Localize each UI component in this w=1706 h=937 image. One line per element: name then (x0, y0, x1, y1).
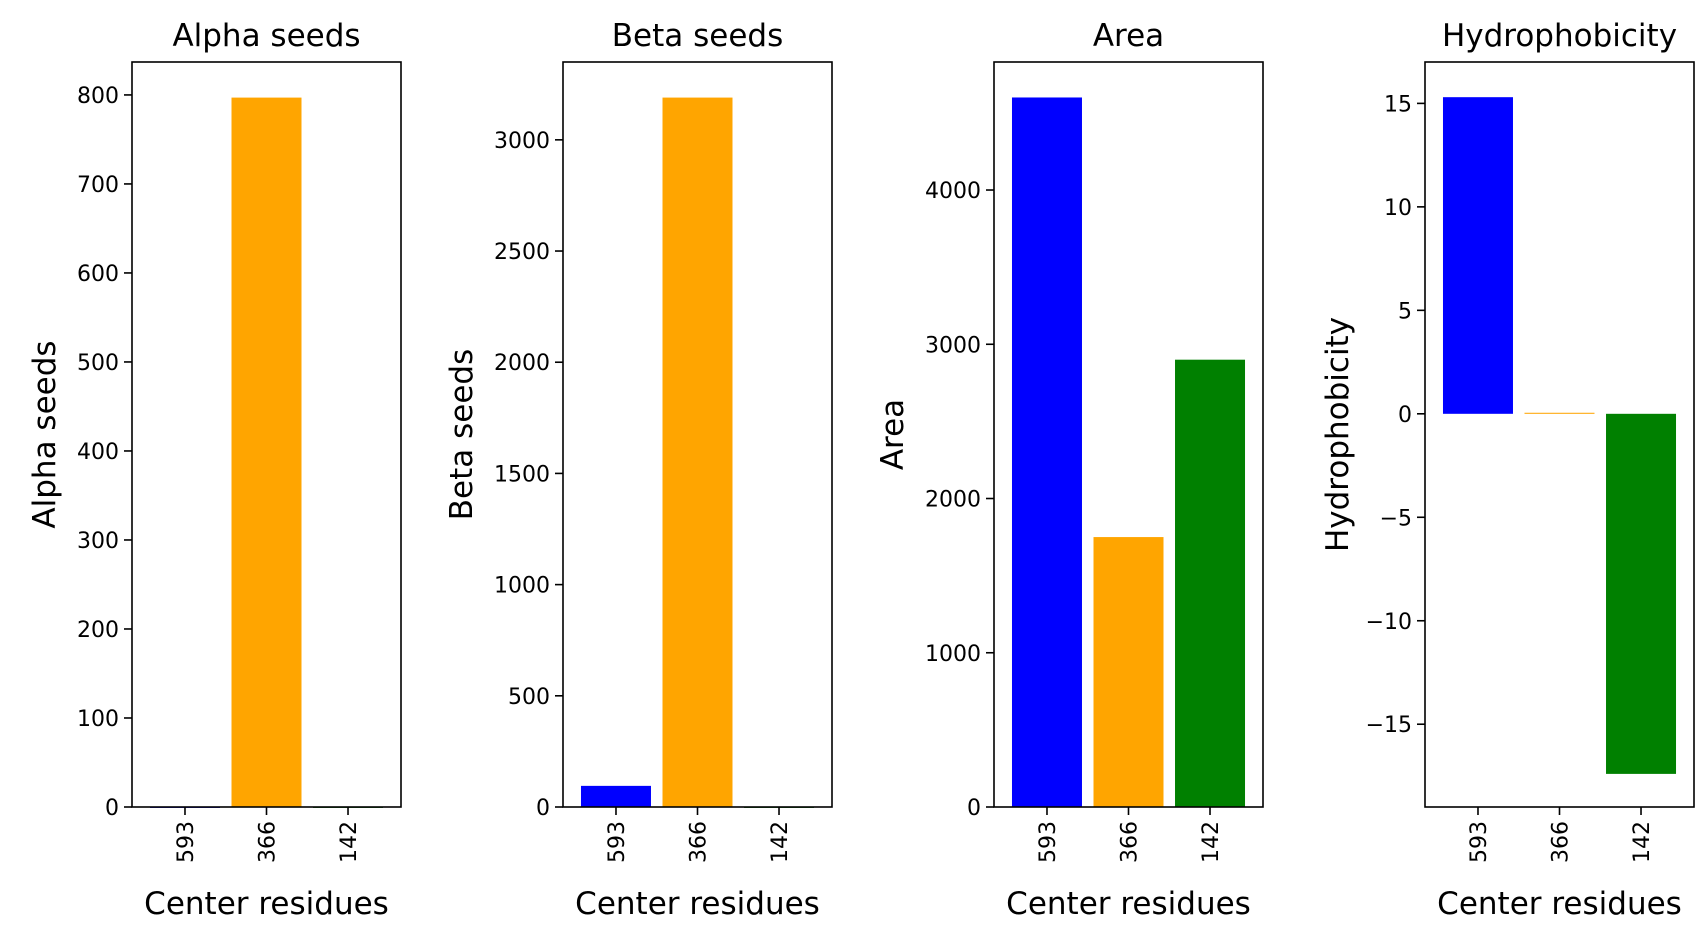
bar-366 (662, 97, 733, 807)
chart-title: Beta seeds (612, 18, 783, 54)
x-axis-label: Center residues (1006, 886, 1251, 922)
chart-title: Area (1093, 18, 1164, 54)
y-tick-label: 800 (77, 84, 119, 109)
chart-title: Hydrophobicity (1442, 18, 1677, 54)
y-tick-label: 0 (105, 796, 119, 821)
bar-366 (1093, 537, 1164, 807)
y-tick-label: 0 (536, 796, 550, 821)
y-tick-label: 1000 (494, 574, 550, 599)
y-tick-label: 0 (967, 796, 981, 821)
x-tick-label: 593 (174, 821, 199, 863)
bar-142 (1175, 359, 1246, 807)
x-tick-label: 366 (687, 821, 712, 863)
y-tick-label: 700 (77, 173, 119, 198)
y-axis-label: Hydrophobicity (1320, 317, 1356, 552)
y-tick-label: 5 (1398, 299, 1412, 324)
x-tick-label: 366 (1549, 821, 1574, 863)
y-tick-label: 3000 (925, 333, 981, 358)
y-axis-label: Area (875, 399, 911, 470)
y-tick-label: 200 (77, 618, 119, 643)
y-axis-label: Beta seeds (444, 349, 480, 520)
y-tick-label: −5 (1380, 506, 1412, 531)
y-tick-label: 600 (77, 262, 119, 287)
y-tick-label: 3000 (494, 129, 550, 154)
x-tick-label: 593 (1467, 821, 1492, 863)
bar-366 (231, 97, 302, 808)
y-tick-label: −15 (1366, 713, 1412, 738)
y-axis-label: Alpha seeds (27, 340, 63, 528)
bar-593 (580, 785, 651, 807)
y-tick-label: 300 (77, 529, 119, 554)
x-tick-label: 593 (605, 821, 630, 863)
y-tick-label: 500 (77, 351, 119, 376)
y-tick-label: 2500 (494, 240, 550, 265)
x-tick-label: 142 (1630, 821, 1655, 863)
y-tick-label: 2000 (494, 351, 550, 376)
y-tick-label: −10 (1366, 610, 1412, 635)
x-tick-label: 593 (1036, 821, 1061, 863)
bar-593 (1011, 97, 1082, 808)
y-tick-label: 500 (508, 685, 550, 710)
y-tick-label: 400 (77, 440, 119, 465)
y-tick-label: 1000 (925, 642, 981, 667)
x-tick-label: 142 (768, 821, 793, 863)
x-tick-label: 142 (1199, 821, 1224, 863)
x-axis-label: Center residues (1437, 886, 1682, 922)
bar-142 (1606, 413, 1677, 774)
x-axis-label: Center residues (144, 886, 389, 922)
y-tick-label: 2000 (925, 488, 981, 513)
x-tick-label: 142 (337, 821, 362, 863)
y-tick-label: 1500 (494, 462, 550, 487)
y-tick-label: 10 (1384, 196, 1412, 221)
y-tick-label: 100 (77, 707, 119, 732)
y-tick-label: 0 (1398, 403, 1412, 428)
x-tick-label: 366 (256, 821, 281, 863)
bar-366 (1524, 412, 1595, 414)
bar-593 (1442, 97, 1513, 414)
y-tick-label: 15 (1384, 92, 1412, 117)
x-axis-label: Center residues (575, 886, 820, 922)
x-tick-label: 366 (1118, 821, 1143, 863)
y-tick-label: 4000 (925, 179, 981, 204)
chart-title: Alpha seeds (172, 18, 360, 54)
